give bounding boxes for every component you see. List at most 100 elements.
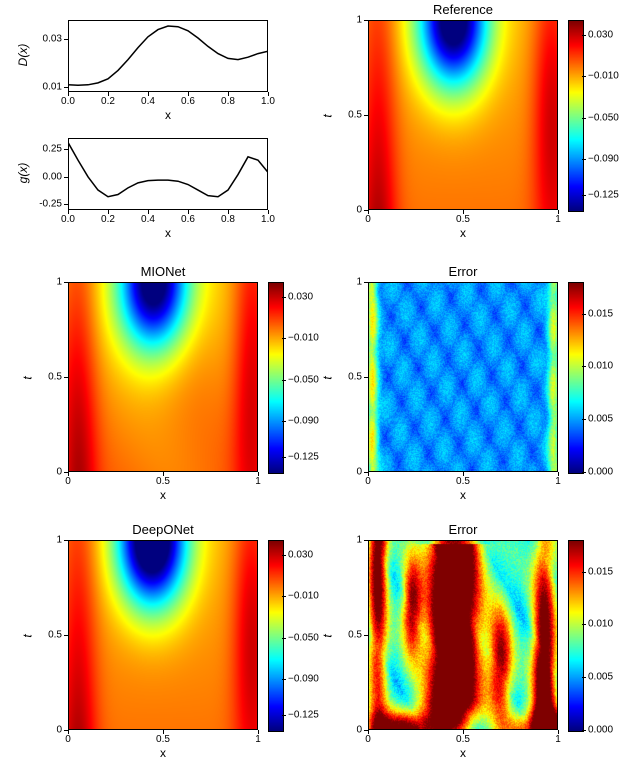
colorbar-tick: −0.090 bbox=[288, 673, 319, 684]
xtick: 1.0 bbox=[261, 96, 275, 107]
xtick: 0.5 bbox=[456, 214, 470, 225]
ytick: 0.5 bbox=[338, 630, 362, 641]
ylabel: g(x) bbox=[16, 158, 30, 188]
colorbar-tick: −0.090 bbox=[588, 153, 619, 164]
colorbar-tick: 0.030 bbox=[588, 30, 613, 41]
xtick: 0.8 bbox=[221, 214, 235, 225]
ylabel: t bbox=[21, 376, 35, 379]
colorbar-tick: 0.015 bbox=[588, 308, 613, 319]
xlabel: x bbox=[368, 746, 558, 760]
colorbar bbox=[568, 282, 584, 474]
xlabel: x bbox=[68, 488, 258, 502]
colorbar-tick: 0.000 bbox=[588, 725, 613, 736]
xtick: 1 bbox=[255, 734, 261, 745]
colorbar bbox=[568, 540, 584, 732]
colorbar bbox=[268, 540, 284, 732]
colorbar-tick: −0.050 bbox=[588, 112, 619, 123]
colorbar-tick: −0.010 bbox=[288, 591, 319, 602]
colorbar-tick: 0.005 bbox=[588, 672, 613, 683]
xtick: 0.6 bbox=[181, 214, 195, 225]
xtick: 0.8 bbox=[221, 96, 235, 107]
plot-frame bbox=[368, 20, 558, 210]
colorbar bbox=[268, 282, 284, 474]
colorbar-tick: −0.125 bbox=[288, 709, 319, 720]
plot-frame bbox=[68, 540, 258, 730]
colorbar-tick: −0.090 bbox=[288, 415, 319, 426]
plot-frame bbox=[368, 282, 558, 472]
xlabel: x bbox=[368, 488, 558, 502]
xtick: 0 bbox=[65, 734, 71, 745]
colorbar-tick: −0.050 bbox=[288, 632, 319, 643]
colorbar-tick: 0.015 bbox=[588, 566, 613, 577]
xlabel: x bbox=[68, 746, 258, 760]
ylabel: t bbox=[321, 114, 335, 117]
colorbar-tick: 0.010 bbox=[588, 361, 613, 372]
ylabel: t bbox=[21, 634, 35, 637]
plot-frame bbox=[368, 540, 558, 730]
colorbar-tick: 0.010 bbox=[588, 619, 613, 630]
panel-title: DeepONet bbox=[68, 522, 258, 537]
xtick: 1.0 bbox=[261, 214, 275, 225]
colorbar bbox=[568, 20, 584, 212]
panel-title: Error bbox=[368, 522, 558, 537]
xtick: 0 bbox=[365, 214, 371, 225]
ylabel: t bbox=[321, 634, 335, 637]
panel-title: Reference bbox=[368, 2, 558, 17]
xtick: 0.6 bbox=[181, 96, 195, 107]
xlabel: x bbox=[368, 226, 558, 240]
colorbar-tick: −0.125 bbox=[288, 451, 319, 462]
xtick: 1 bbox=[555, 734, 561, 745]
ytick: 1 bbox=[338, 535, 362, 546]
panel-title: Error bbox=[368, 264, 558, 279]
xlabel: x bbox=[68, 226, 268, 240]
colorbar-tick: 0.030 bbox=[288, 550, 313, 561]
ytick: -0.25 bbox=[26, 199, 62, 210]
ytick: 0 bbox=[338, 205, 362, 216]
ytick: 0 bbox=[338, 467, 362, 478]
xtick: 1 bbox=[555, 214, 561, 225]
colorbar-tick: −0.010 bbox=[288, 333, 319, 344]
panel-title: MIONet bbox=[68, 264, 258, 279]
colorbar-tick: −0.010 bbox=[588, 71, 619, 82]
ylabel: t bbox=[321, 376, 335, 379]
colorbar-tick: −0.125 bbox=[588, 189, 619, 200]
xtick: 0.5 bbox=[156, 476, 170, 487]
figure-root: 0.0 0.2 0.4 0.6 0.8 1.0 0.01 0.03 x D(x) 0.0 0.2 0.4… bbox=[0, 0, 640, 750]
ytick: 0.00 bbox=[26, 171, 62, 182]
colorbar-tick: −0.050 bbox=[288, 374, 319, 385]
xtick: 0 bbox=[365, 734, 371, 745]
xtick: 0.4 bbox=[141, 214, 155, 225]
xtick: 1 bbox=[555, 476, 561, 487]
ytick: 0.25 bbox=[26, 144, 62, 155]
xtick: 0.2 bbox=[101, 214, 115, 225]
ylabel: D(x) bbox=[16, 40, 30, 70]
xtick: 0.5 bbox=[456, 476, 470, 487]
ytick: 1 bbox=[338, 15, 362, 26]
xtick: 0 bbox=[65, 476, 71, 487]
xtick: 0.2 bbox=[101, 96, 115, 107]
colorbar-tick: 0.005 bbox=[588, 414, 613, 425]
xtick: 0.4 bbox=[141, 96, 155, 107]
xtick: 0.0 bbox=[61, 214, 75, 225]
ytick: 1 bbox=[38, 535, 62, 546]
ytick: 1 bbox=[338, 277, 362, 288]
ytick: 1 bbox=[38, 277, 62, 288]
ytick: 0 bbox=[38, 725, 62, 736]
ytick: 0.5 bbox=[338, 372, 362, 383]
xtick: 0 bbox=[365, 476, 371, 487]
xtick: 1 bbox=[255, 476, 261, 487]
ytick: 0.5 bbox=[38, 372, 62, 383]
plot-frame bbox=[68, 282, 258, 472]
xtick: 0.5 bbox=[156, 734, 170, 745]
colorbar-tick: 0.000 bbox=[588, 467, 613, 478]
colorbar-tick: 0.030 bbox=[288, 292, 313, 303]
xtick: 0.0 bbox=[61, 96, 75, 107]
ytick: 0 bbox=[38, 467, 62, 478]
ytick: 0.03 bbox=[26, 34, 62, 45]
ytick: 0 bbox=[338, 725, 362, 736]
ytick: 0.01 bbox=[26, 82, 62, 93]
ytick: 0.5 bbox=[38, 630, 62, 641]
ytick: 0.5 bbox=[338, 110, 362, 121]
xlabel: x bbox=[68, 108, 268, 122]
xtick: 0.5 bbox=[456, 734, 470, 745]
